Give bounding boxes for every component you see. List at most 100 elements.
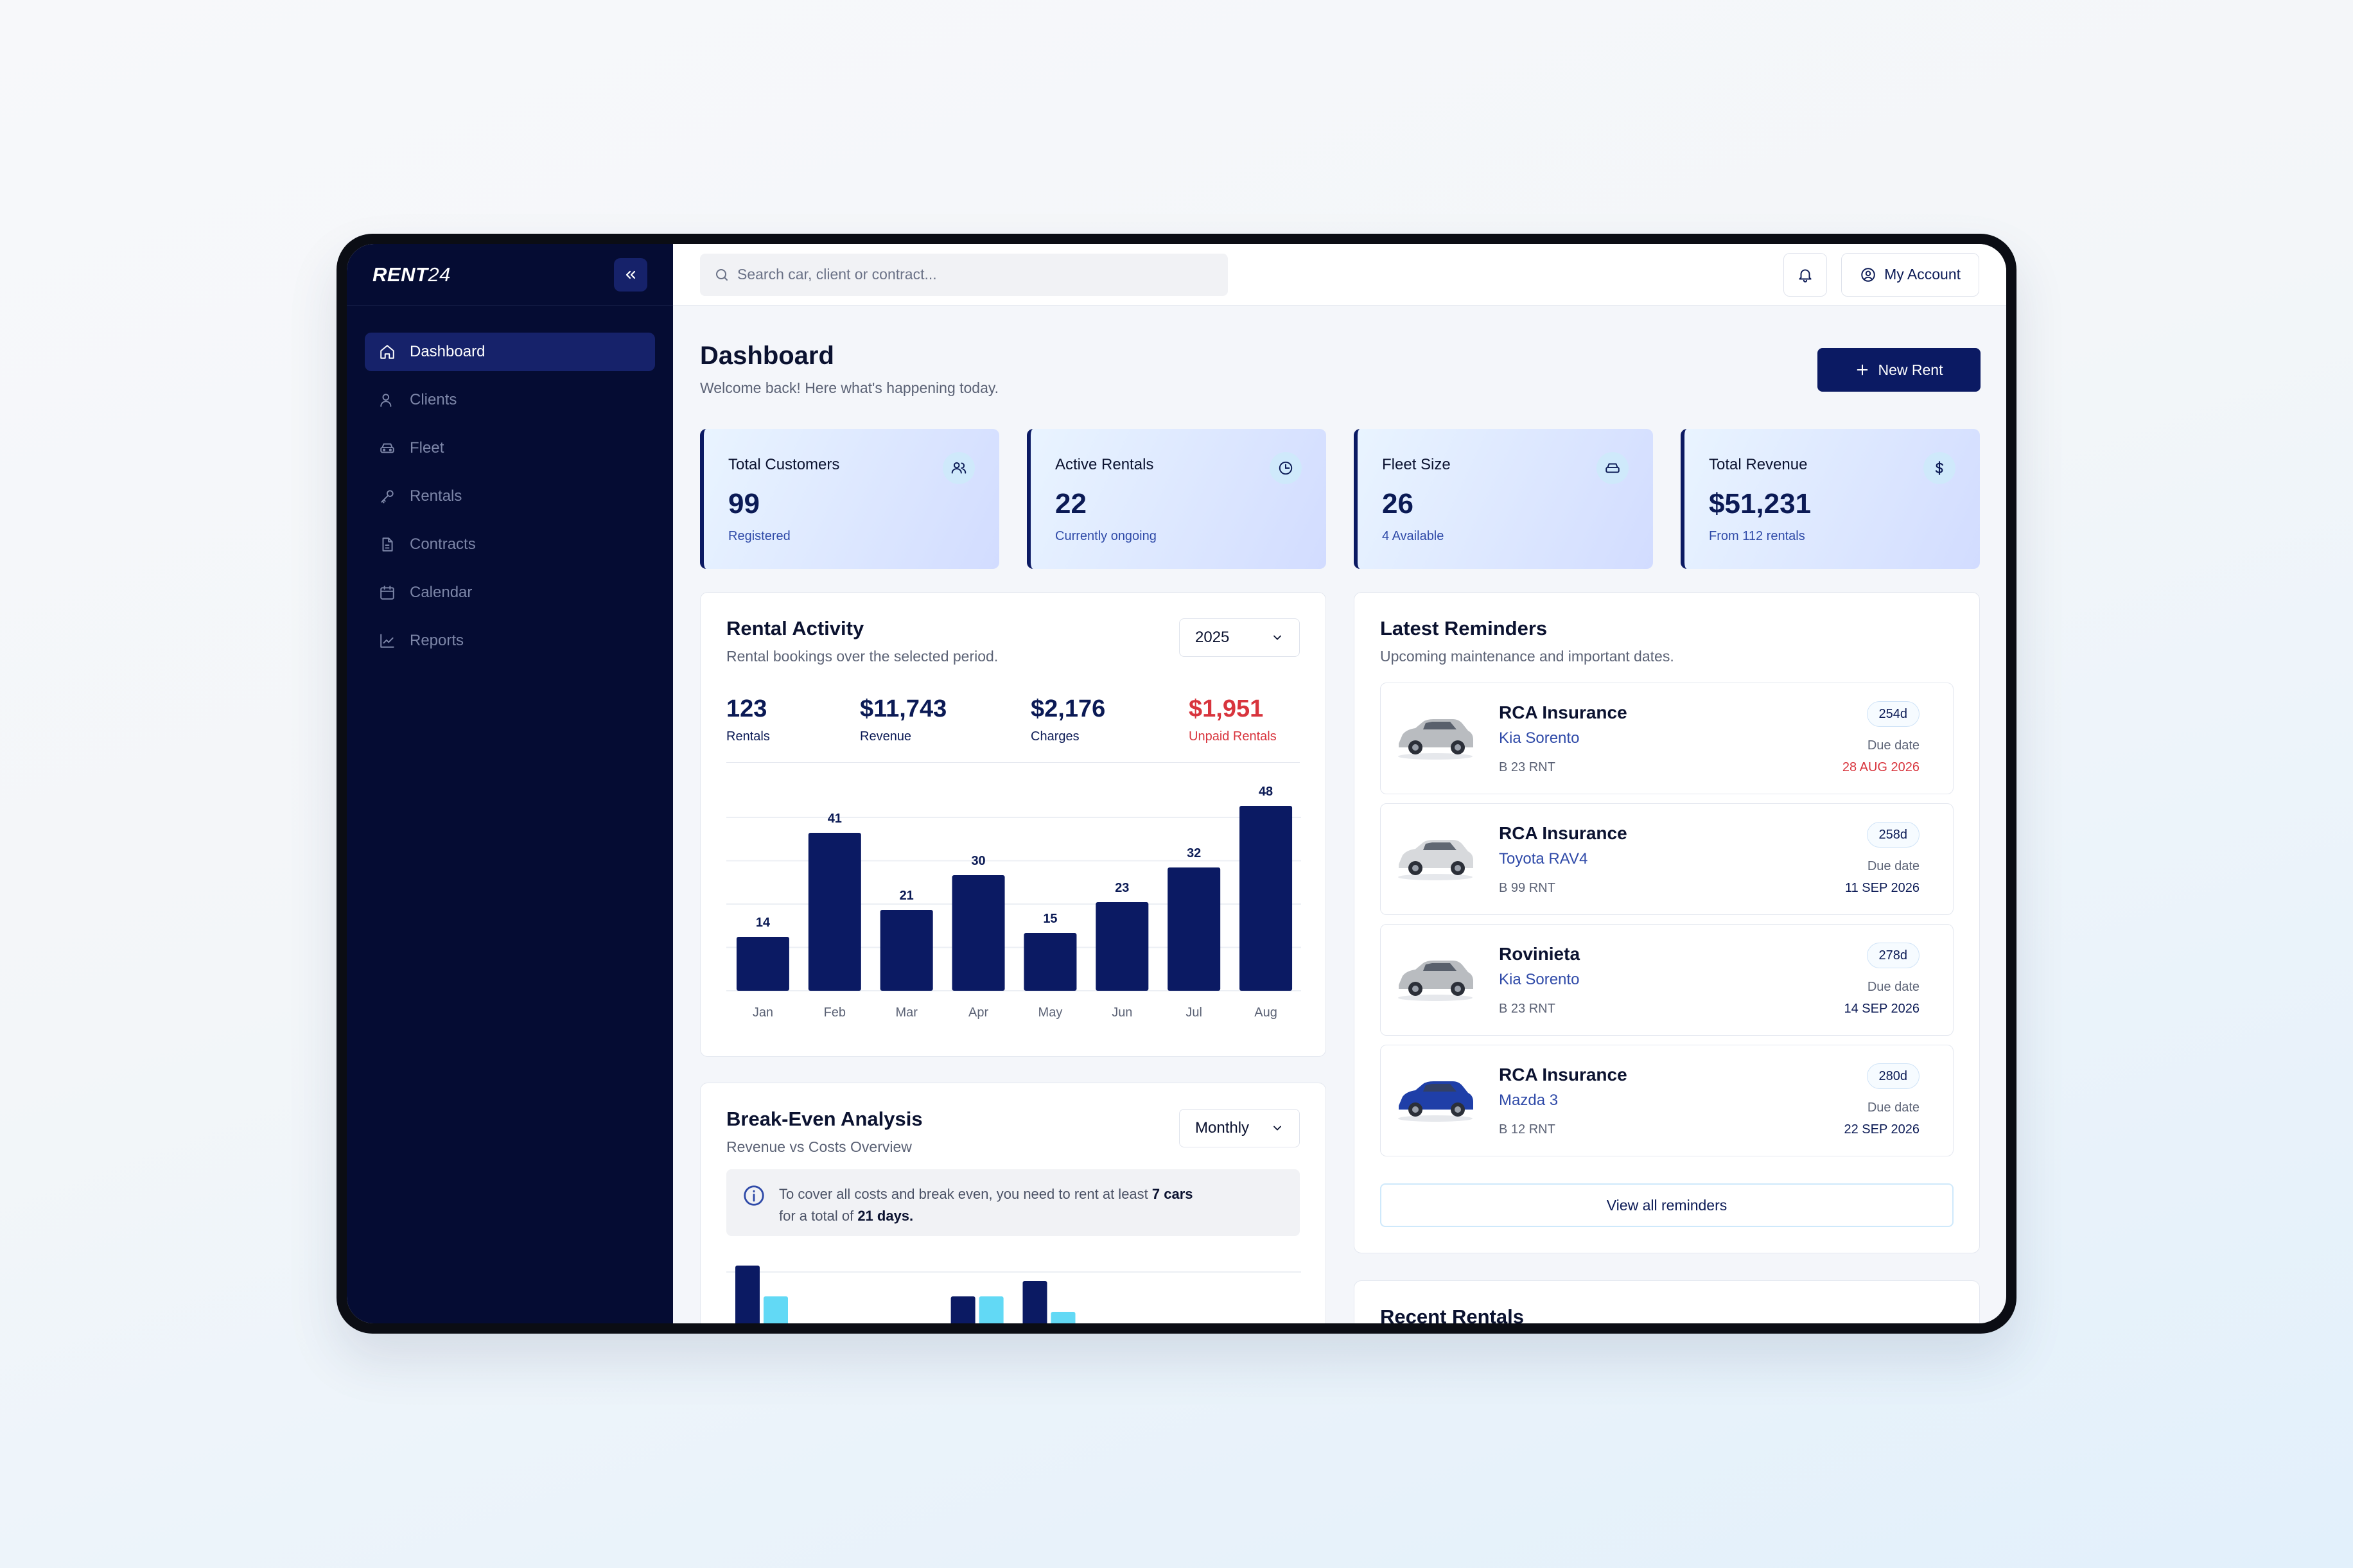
reminder-title: Rovinieta bbox=[1499, 944, 1580, 964]
sidebar-item-rentals[interactable]: Rentals bbox=[365, 477, 655, 516]
bar-jan[interactable] bbox=[736, 937, 789, 991]
stat-label: Active Rentals bbox=[1055, 456, 1154, 473]
sidebar-item-label: Dashboard bbox=[410, 343, 485, 360]
bar-mar[interactable] bbox=[880, 910, 933, 991]
my-account-button[interactable]: My Account bbox=[1841, 252, 1979, 297]
x-tick-label: Mar bbox=[895, 1006, 918, 1020]
car-thumbnail-icon bbox=[1398, 719, 1473, 760]
break-even-bar[interactable] bbox=[735, 1266, 760, 1323]
period-select[interactable]: Monthly bbox=[1179, 1109, 1300, 1147]
stat-value: 26 bbox=[1382, 488, 1413, 519]
bar-value-label: 23 bbox=[1115, 881, 1129, 895]
break-even-chart bbox=[726, 1266, 1301, 1323]
bar-jul[interactable] bbox=[1168, 867, 1221, 991]
stat-note: From 112 rentals bbox=[1709, 529, 1805, 543]
chevrons-left-icon bbox=[625, 270, 636, 279]
sidebar-item-label: Rentals bbox=[410, 487, 462, 505]
page-header: Dashboard Welcome back! Here what's happ… bbox=[700, 342, 999, 397]
due-date-label: Due date bbox=[1867, 980, 1920, 994]
user-icon bbox=[380, 394, 392, 407]
break-even-bar[interactable] bbox=[764, 1296, 788, 1323]
sidebar-item-label: Contracts bbox=[410, 536, 476, 553]
metric-charges: $2,176 Charges bbox=[1031, 695, 1105, 744]
sidebar-item-label: Fleet bbox=[410, 439, 444, 457]
stat-card-active-rentals[interactable]: Active Rentals 22 Currently ongoing bbox=[1027, 429, 1326, 569]
due-date-value: 14 SEP 2026 bbox=[1844, 1002, 1920, 1016]
rental-activity-subtitle: Rental bookings over the selected period… bbox=[726, 648, 999, 665]
break-even-bar[interactable] bbox=[950, 1296, 975, 1323]
reminder-item[interactable]: RCA Insurance Mazda 3 B 12 RNT 280d Due date… bbox=[1380, 1045, 1954, 1156]
break-even-bar[interactable] bbox=[1051, 1312, 1076, 1323]
rental-activity-card: Rental Activity Rental bookings over the… bbox=[700, 592, 1326, 1057]
break-even-title: Break-Even Analysis bbox=[726, 1108, 923, 1130]
collapse-sidebar-button[interactable] bbox=[614, 257, 647, 292]
reminder-item[interactable]: RCA Insurance Toyota RAV4 B 99 RNT 258d Due … bbox=[1380, 803, 1954, 915]
info-cars: 7 cars bbox=[1151, 1186, 1193, 1202]
calendar-icon bbox=[380, 586, 394, 600]
new-rent-button[interactable]: New Rent bbox=[1817, 348, 1981, 392]
stat-note: 4 Available bbox=[1382, 529, 1444, 543]
stat-note: Currently ongoing bbox=[1055, 529, 1157, 543]
page-title: Dashboard bbox=[700, 342, 834, 370]
sidebar-item-contracts[interactable]: Contracts bbox=[365, 525, 655, 564]
new-rent-label: New Rent bbox=[1878, 361, 1943, 378]
reminders-title: Latest Reminders bbox=[1380, 617, 1548, 640]
break-even-bar[interactable] bbox=[979, 1296, 1004, 1323]
stat-card-total-customers[interactable]: Total Customers 99 Registered bbox=[700, 429, 999, 569]
reminder-item[interactable]: RCA Insurance Kia Sorento B 23 RNT 254d Due … bbox=[1380, 683, 1954, 794]
metric-label: Unpaid Rentals bbox=[1189, 729, 1277, 744]
reminders-subtitle: Upcoming maintenance and important dates… bbox=[1380, 648, 1674, 665]
latest-reminders-card: Latest Reminders Upcoming maintenance an… bbox=[1354, 592, 1980, 1253]
x-tick-label: Feb bbox=[824, 1006, 846, 1020]
view-all-label: View all reminders bbox=[1606, 1196, 1728, 1214]
sidebar-item-label: Calendar bbox=[410, 584, 473, 601]
stat-note: Registered bbox=[728, 529, 791, 543]
chevron-down-icon bbox=[1273, 1126, 1281, 1131]
bar-apr[interactable] bbox=[952, 875, 1005, 991]
dashboard-content: Dashboard Welcome back! Here what's happ… bbox=[673, 306, 2006, 1323]
reminder-item[interactable]: Rovinieta Kia Sorento B 23 RNT 278d Due date… bbox=[1380, 924, 1954, 1036]
sidebar-item-reports[interactable]: Reports bbox=[365, 622, 655, 660]
search-input[interactable]: Search car, client or contract... bbox=[700, 253, 1228, 296]
bar-may[interactable] bbox=[1024, 933, 1077, 991]
days-left-badge: 254d bbox=[1866, 701, 1920, 727]
bar-feb[interactable] bbox=[808, 833, 861, 991]
info-days: 21 days. bbox=[857, 1208, 914, 1224]
sidebar-item-dashboard[interactable]: Dashboard bbox=[365, 333, 655, 371]
sidebar-item-fleet[interactable]: Fleet bbox=[365, 429, 655, 467]
due-date-value: 11 SEP 2026 bbox=[1844, 881, 1920, 895]
due-date-value: 28 AUG 2026 bbox=[1842, 760, 1920, 774]
car-icon bbox=[380, 443, 394, 453]
home-icon bbox=[380, 345, 394, 359]
users-icon bbox=[943, 452, 975, 484]
bell-icon bbox=[1799, 268, 1812, 283]
bar-aug[interactable] bbox=[1239, 806, 1293, 991]
x-tick-label: Apr bbox=[968, 1006, 988, 1020]
metric-revenue: $11,743 Revenue bbox=[860, 695, 947, 744]
sidebar-item-calendar[interactable]: Calendar bbox=[365, 573, 655, 612]
reminder-car-model: Mazda 3 bbox=[1499, 1092, 1559, 1109]
chart-icon bbox=[380, 634, 394, 648]
stat-value: $51,231 bbox=[1709, 488, 1812, 519]
bar-value-label: 41 bbox=[828, 812, 842, 826]
stat-label: Total Customers bbox=[728, 456, 840, 473]
bar-jun[interactable] bbox=[1096, 902, 1149, 991]
recent-rentals-title: Recent Rentals bbox=[1380, 1305, 1524, 1323]
sidebar-item-clients[interactable]: Clients bbox=[365, 381, 655, 419]
rental-activity-title: Rental Activity bbox=[726, 617, 864, 640]
clock-icon bbox=[1270, 452, 1302, 484]
logo[interactable]: RENT24 bbox=[372, 263, 451, 286]
rental-metrics: 123 Rentals $11,743 Revenue $2,176 Charg… bbox=[726, 695, 1300, 749]
reminder-plate: B 23 RNT bbox=[1499, 760, 1555, 774]
bar-value-label: 48 bbox=[1259, 785, 1273, 799]
stat-card-fleet-size[interactable]: Fleet Size 26 4 Available bbox=[1354, 429, 1653, 569]
due-date-label: Due date bbox=[1867, 859, 1920, 873]
break-even-bar[interactable] bbox=[1022, 1281, 1047, 1323]
car-thumbnail-icon bbox=[1398, 961, 1473, 1001]
notifications-button[interactable] bbox=[1783, 252, 1828, 297]
period-select-value: Monthly bbox=[1195, 1119, 1250, 1137]
year-select[interactable]: 2025 bbox=[1179, 618, 1300, 657]
reminder-plate: B 12 RNT bbox=[1499, 1122, 1555, 1137]
stat-card-total-revenue[interactable]: Total Revenue $51,231 From 112 rentals bbox=[1681, 429, 1980, 569]
view-all-reminders-button[interactable]: View all reminders bbox=[1380, 1183, 1954, 1227]
